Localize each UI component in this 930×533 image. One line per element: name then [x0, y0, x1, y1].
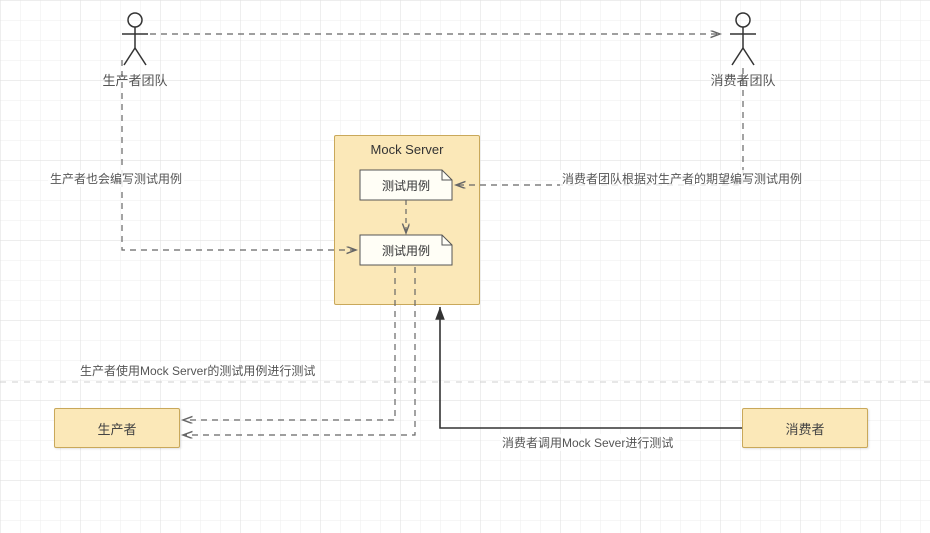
edge-testcase-to-producer-a	[183, 267, 395, 420]
edges-layer	[0, 0, 930, 533]
edge-consumer-writes-testcase	[456, 68, 743, 185]
label-producer-uses: 生产者使用Mock Server的测试用例进行测试	[78, 362, 317, 379]
label-consumer-writes: 消费者团队根据对生产者的期望编写测试用例	[560, 170, 804, 187]
label-producer-writes: 生产者也会编写测试用例	[48, 170, 184, 187]
edge-consumer-calls-mock	[440, 307, 742, 428]
label-consumer-calls: 消费者调用Mock Sever进行测试	[500, 434, 675, 451]
edge-testcase-to-producer-b	[183, 267, 415, 435]
edge-producer-writes-testcase	[122, 60, 356, 250]
